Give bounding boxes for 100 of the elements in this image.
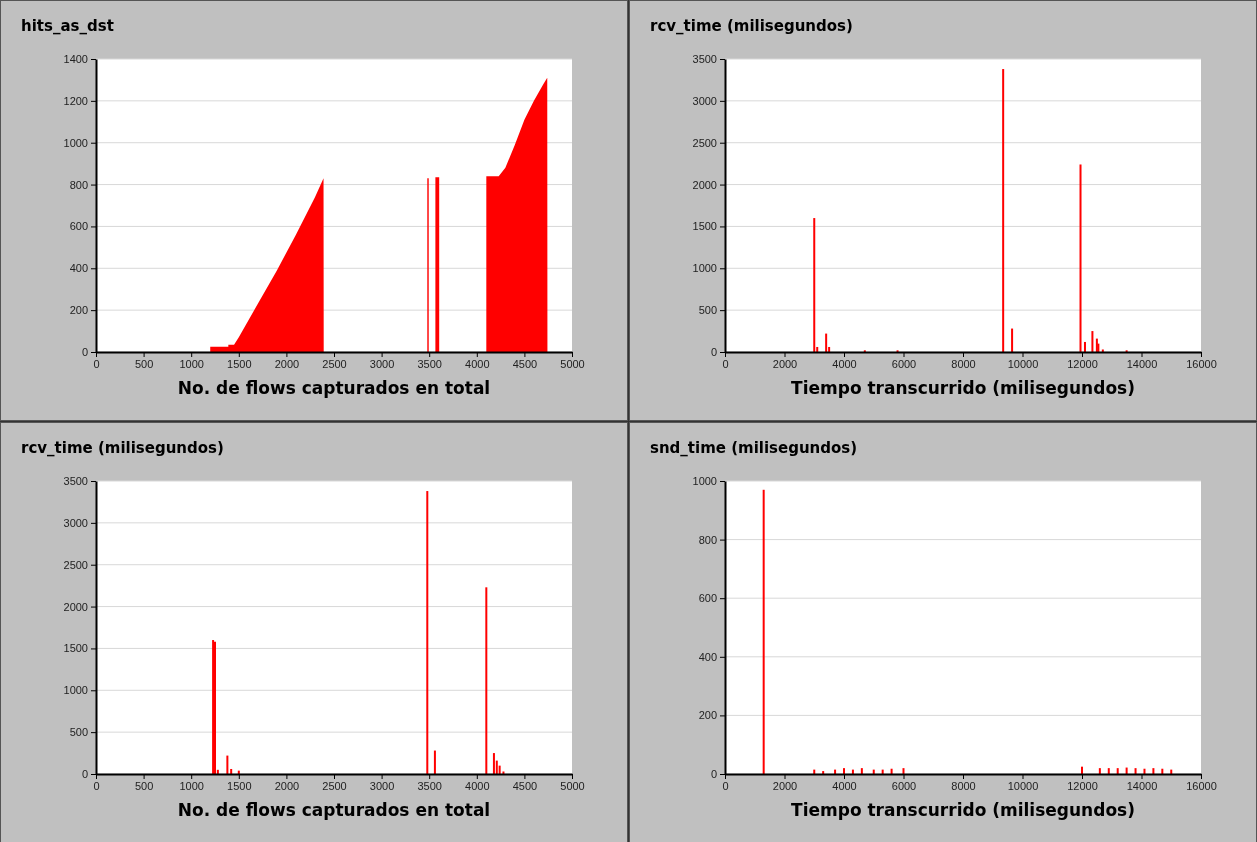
bar: [1097, 343, 1100, 352]
bar: [433, 750, 436, 774]
bar: [492, 753, 495, 774]
x-tick-label: 2000: [274, 779, 300, 792]
bar: [498, 765, 501, 774]
x-tick-label: 4500: [512, 357, 538, 370]
y-tick-label: 3000: [63, 516, 88, 529]
bar: [1161, 768, 1164, 774]
bar: [1091, 331, 1094, 352]
y-tick-label: 3500: [692, 53, 717, 66]
x-tick-label: 5000: [560, 357, 585, 370]
y-tick-label: 600: [698, 592, 717, 605]
y-tick-label: 600: [69, 220, 88, 233]
y-tick-label: 3000: [692, 94, 717, 107]
bar: [226, 755, 229, 774]
bar: [485, 587, 488, 774]
x-tick-label: 4000: [465, 357, 490, 370]
y-tick-label: 1000: [63, 136, 88, 149]
x-tick-label: 10000: [1007, 357, 1039, 370]
x-tick-label: 2000: [274, 357, 300, 370]
x-tick-label: 3000: [369, 779, 395, 792]
x-tick-label: 2500: [322, 357, 347, 370]
x-tick-label: 0: [93, 779, 100, 792]
x-axis-title: No. de flows capturados en total: [177, 800, 491, 820]
chart-title: rcv_time (milisegundos): [650, 17, 853, 35]
y-tick-label: 1000: [692, 475, 717, 488]
y-tick-label: 1000: [63, 684, 88, 697]
y-tick-label: 500: [69, 726, 88, 739]
x-tick-label: 6000: [891, 779, 917, 792]
x-tick-label: 5000: [560, 779, 585, 792]
bar: [1011, 328, 1014, 352]
y-tick-label: 2000: [692, 178, 717, 191]
x-tick-label: 4500: [512, 779, 538, 792]
y-tick-label: 400: [698, 650, 717, 663]
y-tick-label: 1200: [63, 94, 88, 107]
x-tick-label: 8000: [951, 357, 976, 370]
x-tick-label: 1500: [227, 357, 252, 370]
chart-title: snd_time (milisegundos): [650, 439, 858, 457]
y-tick-label: 800: [69, 178, 88, 191]
bar: [1152, 768, 1155, 774]
x-tick-label: 12000: [1067, 779, 1098, 792]
x-tick-label: 2000: [772, 779, 798, 792]
bar: [843, 768, 845, 774]
x-tick-label: 0: [722, 357, 729, 370]
x-tick-label: 1000: [179, 779, 204, 792]
x-tick-label: 16000: [1186, 779, 1217, 792]
bar: [1143, 768, 1146, 774]
y-tick-label: 1500: [63, 642, 88, 655]
bar: [1081, 766, 1083, 774]
y-tick-label: 0: [81, 768, 88, 781]
bar: [230, 768, 233, 774]
x-tick-label: 4000: [465, 779, 490, 792]
bar: [825, 333, 828, 352]
bar: [1101, 349, 1104, 352]
x-tick-label: 0: [722, 779, 729, 792]
bar: [860, 768, 863, 774]
y-tick-label: 200: [698, 709, 717, 722]
y-tick-label: 1500: [692, 220, 717, 233]
bar: [813, 218, 816, 352]
y-tick-label: 800: [698, 533, 717, 546]
y-tick-label: 400: [69, 262, 88, 275]
x-axis-title: Tiempo transcurrido (milisegundos): [791, 800, 1135, 820]
x-tick-label: 8000: [951, 779, 976, 792]
bar: [762, 489, 765, 774]
x-tick-label: 3000: [369, 357, 395, 370]
x-tick-label: 4000: [832, 779, 857, 792]
x-axis-title: No. de flows capturados en total: [177, 378, 491, 398]
x-tick-label: 6000: [891, 357, 917, 370]
y-tick-label: 3500: [63, 475, 88, 488]
x-tick-label: 14000: [1126, 779, 1158, 792]
bar: [1098, 768, 1101, 774]
x-tick-label: 2000: [772, 357, 798, 370]
x-tick-label: 0: [93, 357, 100, 370]
y-tick-label: 200: [69, 304, 88, 317]
x-tick-label: 12000: [1067, 357, 1098, 370]
bar: [1125, 767, 1128, 774]
y-tick-label: 1400: [63, 53, 88, 66]
bar: [1002, 69, 1005, 352]
bar: [1083, 341, 1086, 352]
x-tick-label: 1000: [179, 357, 204, 370]
x-tick-label: 16000: [1186, 357, 1217, 370]
x-axis-title: Tiempo transcurrido (milisegundos): [791, 378, 1135, 398]
y-tick-label: 2500: [692, 136, 717, 149]
bar: [1116, 768, 1119, 774]
y-tick-label: 0: [710, 346, 717, 359]
bar: [890, 768, 893, 774]
y-tick-label: 2000: [63, 600, 88, 613]
bar: [1134, 768, 1137, 774]
x-tick-label: 2500: [322, 779, 347, 792]
x-tick-label: 10000: [1007, 779, 1039, 792]
y-tick-label: 0: [710, 768, 717, 781]
x-tick-label: 500: [134, 779, 154, 792]
bar: [426, 491, 429, 774]
bar: [1079, 164, 1082, 352]
x-tick-label: 500: [134, 357, 154, 370]
bar: [902, 768, 905, 774]
x-tick-label: 3500: [417, 357, 442, 370]
x-tick-label: 3500: [417, 779, 442, 792]
chart-title: rcv_time (milisegundos): [21, 439, 224, 457]
x-tick-label: 4000: [832, 357, 857, 370]
